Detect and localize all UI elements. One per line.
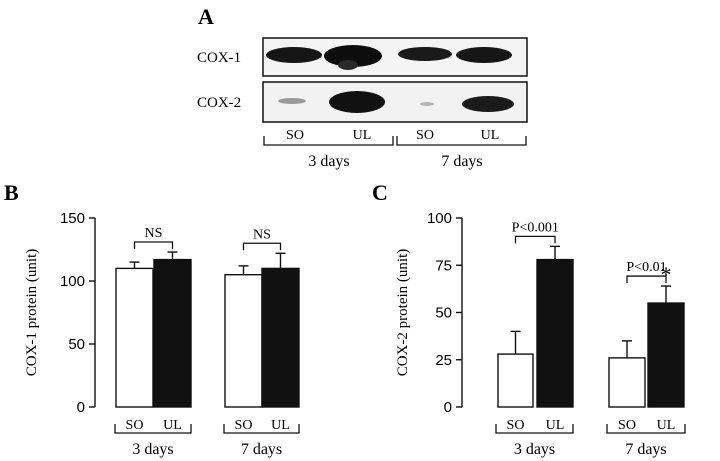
chart-b: B 0 50 100 150 COX-1 protein (unit) SO UL NS 3 da… [4, 180, 300, 458]
group-bracket [495, 424, 574, 434]
panel-a: A COX-1 COX-2 SO UL SO UL 3 days 7 days [197, 4, 528, 170]
y-tick-label: 75 [435, 257, 452, 274]
lane-label: SO [618, 418, 636, 433]
band-cox2-so-7d [420, 102, 434, 106]
significance-label: NS [145, 226, 163, 241]
y-tick-label: 0 [77, 399, 85, 416]
blot-bracket-7d [396, 136, 527, 146]
lane-label: UL [163, 418, 182, 433]
bar-ul [536, 258, 574, 408]
band-cox1-so-3d [266, 47, 322, 63]
bar-so [497, 353, 534, 408]
lane-label: UL [657, 418, 676, 433]
y-tick-label: 50 [435, 305, 452, 322]
lane-label: SO [235, 418, 253, 433]
lane-label: UL [271, 418, 290, 433]
asterisk: * [661, 262, 672, 287]
bar-ul [153, 258, 192, 408]
lane-label: SO [507, 418, 525, 433]
y-tick-label: 25 [435, 352, 452, 369]
y-tick-label: 150 [60, 210, 85, 227]
blot-lane-label: SO [416, 128, 434, 143]
y-tick-label: 50 [68, 336, 85, 353]
bar-so [224, 274, 263, 408]
group-label: 3 days [514, 441, 555, 458]
blot-lane-label: UL [481, 128, 500, 143]
chart-c: C 0 25 50 75 100 COX-2 protein (unit) SO UL P<0.0… [372, 180, 686, 458]
band-cox2-so-3d [278, 98, 306, 104]
blot-group-label: 3 days [308, 153, 349, 170]
significance-label: NS [253, 227, 271, 242]
blot-bracket-3d [263, 136, 394, 146]
y-tick-label: 100 [427, 210, 452, 227]
band-cox1-ul-7d [456, 47, 512, 63]
band-cox1-ul-3d-tail [338, 60, 358, 70]
group-label: 7 days [625, 441, 666, 458]
bar-so [115, 267, 154, 408]
band-cox2-ul-7d [462, 96, 514, 112]
bar-ul [647, 302, 685, 408]
panel-letter: B [4, 180, 19, 205]
band-cox1-so-7d [398, 47, 452, 61]
group-label: 7 days [241, 441, 282, 458]
band-cox2-ul-3d [329, 91, 385, 113]
significance-bracket [133, 241, 174, 250]
panel-letter: C [372, 180, 388, 205]
lane-label: UL [546, 418, 565, 433]
lane-label: SO [126, 418, 144, 433]
significance-bracket [242, 242, 282, 251]
y-axis-title: COX-2 protein (unit) [395, 249, 411, 376]
blot-row-label-cox1: COX-1 [197, 50, 241, 66]
panel-a-letter: A [198, 4, 214, 29]
group-bracket [606, 424, 686, 434]
blot-row-label-cox2: COX-2 [197, 95, 241, 111]
significance-bracket [514, 235, 556, 244]
blot-group-label: 7 days [441, 153, 482, 170]
group-bracket [114, 424, 192, 434]
group-bracket [223, 424, 300, 434]
bar-ul [261, 267, 300, 408]
significance-label: P<0.01 [626, 260, 666, 275]
bar-so [608, 357, 646, 408]
group-label: 3 days [132, 441, 173, 458]
significance-label: P<0.001 [512, 220, 559, 235]
significance-bracket [626, 275, 667, 284]
y-axis-title: COX-1 protein (unit) [24, 249, 40, 376]
y-tick-label: 0 [444, 399, 452, 416]
blot-lane-label: SO [286, 128, 304, 143]
blot-lane-label: UL [353, 128, 372, 143]
band-cox1-ul-3d [324, 45, 382, 67]
y-tick-label: 100 [60, 273, 85, 290]
